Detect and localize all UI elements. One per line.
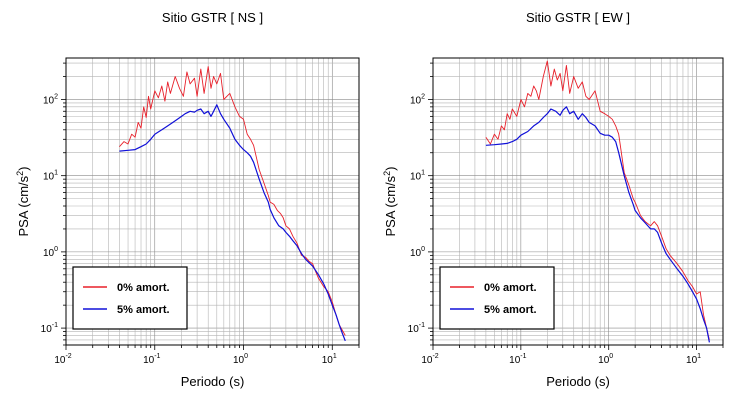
y-axis-label: PSA (cm/s2) xyxy=(382,166,398,236)
x-tick-label: 100 xyxy=(233,353,248,366)
y-axis-label: PSA (cm/s2) xyxy=(15,166,31,236)
x-tick-label: 101 xyxy=(686,353,701,366)
y-tick-label: 100 xyxy=(410,246,425,259)
x-axis-label: Periodo (s) xyxy=(546,374,610,389)
y-tick-label: 102 xyxy=(410,93,425,106)
x-axis-label: Periodo (s) xyxy=(181,374,245,389)
chart-title: Sitio GSTR [ NS ] xyxy=(162,10,263,25)
series-line-amort-0 xyxy=(485,60,710,341)
y-tick-label: 10-1 xyxy=(408,322,425,335)
x-tick-label: 10-2 xyxy=(421,353,438,366)
chart-title: Sitio GSTR [ EW ] xyxy=(526,10,630,25)
series-line-amort-5 xyxy=(119,104,346,342)
x-tick-label: 101 xyxy=(322,353,337,366)
legend-label-amort-0: 0% amort. xyxy=(484,282,537,294)
y-tick-label: 100 xyxy=(43,246,58,259)
grid xyxy=(65,58,360,346)
legend-label-amort-5: 5% amort. xyxy=(117,304,170,316)
chart-panel-ew: 10-2 10-1 100 101 10-1 100 101 102 Sitio GSTR [ … xyxy=(382,10,724,389)
x-tick-label: 100 xyxy=(598,353,613,366)
legend-box xyxy=(72,266,188,330)
y-tick-label: 102 xyxy=(43,93,58,106)
y-tick-label: 101 xyxy=(43,170,58,183)
plot-frame xyxy=(65,57,360,346)
y-tick-label: 101 xyxy=(410,170,425,183)
legend: 0% amort. 5% amort. xyxy=(72,266,188,330)
legend-label-amort-0: 0% amort. xyxy=(117,282,170,294)
chart-panel-ns: 10-2 10-1 100 101 10-1 100 101 102 Sitio GSTR [ … xyxy=(15,10,360,389)
x-tick-label: 10-1 xyxy=(509,353,526,366)
legend: 0% amort. 5% amort. xyxy=(439,266,555,330)
x-tick-label: 10-2 xyxy=(54,353,71,366)
legend-box xyxy=(439,266,555,330)
y-tick-label: 10-1 xyxy=(41,322,58,335)
x-tick-label: 10-1 xyxy=(143,353,160,366)
series-line-amort-5 xyxy=(485,106,710,343)
legend-label-amort-5: 5% amort. xyxy=(484,304,537,316)
plot-frame xyxy=(432,57,724,346)
